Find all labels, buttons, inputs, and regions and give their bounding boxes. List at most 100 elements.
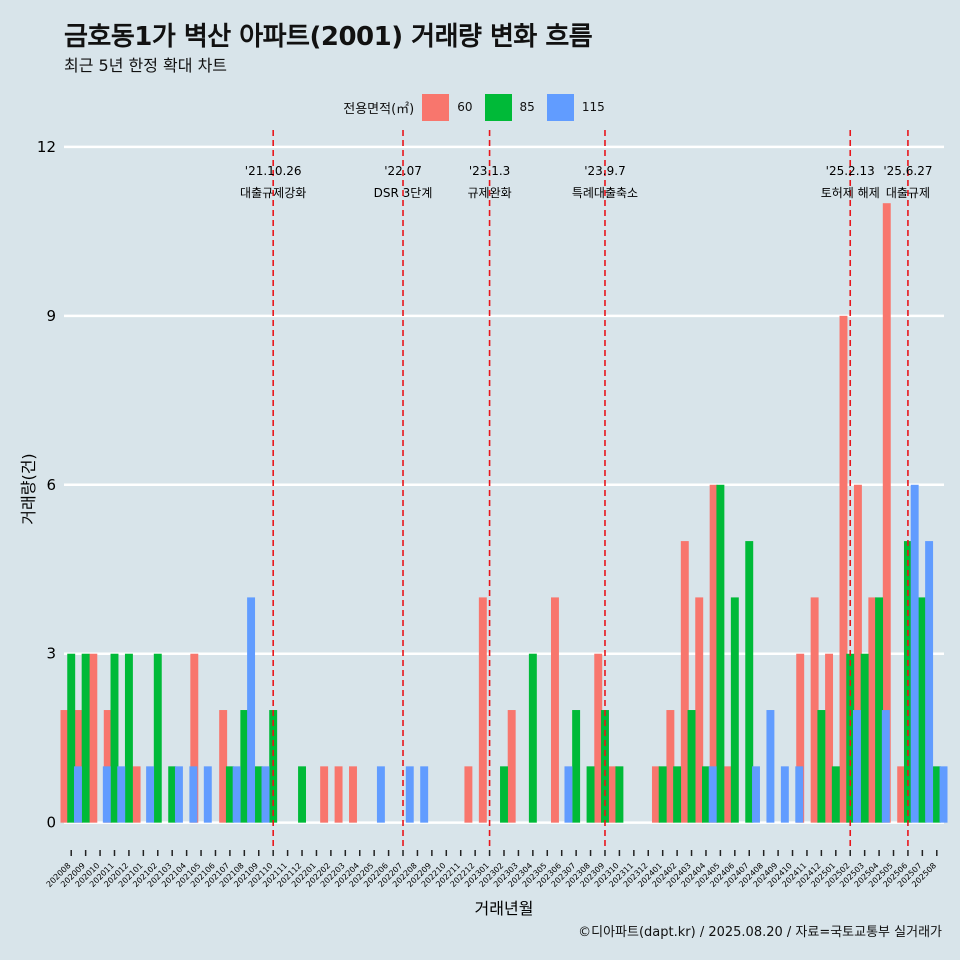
bar-85-202406 <box>730 597 739 823</box>
bar-85-202102 <box>153 653 162 823</box>
bar-85-202110 <box>269 710 278 823</box>
bar-115-202008 <box>73 766 82 823</box>
x-axis-title: 거래년월 <box>475 899 534 918</box>
bar-60-202502 <box>839 315 848 823</box>
bar-115-202404 <box>708 766 717 823</box>
bar-85-202405 <box>716 484 725 823</box>
bar-115-202208 <box>420 766 429 823</box>
legend-item-115: 115 <box>546 93 605 121</box>
bar-60-202105 <box>190 653 199 823</box>
legend-key-115 <box>546 93 574 121</box>
event-date-5: '25.6.27 <box>883 164 932 178</box>
bar-60-202411 <box>796 653 805 823</box>
bar-85-202308 <box>586 766 595 823</box>
bar-85-202112 <box>298 766 306 823</box>
bar-85-202008 <box>67 653 76 823</box>
event-label-1: DSR 3단계 <box>374 186 433 200</box>
bar-85-202012 <box>124 653 133 823</box>
chart-title: 금호동1가 벽산 아파트(2001) 거래량 변화 흐름 <box>64 22 593 52</box>
bar-85-202402 <box>673 766 682 823</box>
bar-115-202104 <box>189 766 198 823</box>
bar-85-202009 <box>81 653 90 823</box>
bar-60-202107 <box>219 710 228 823</box>
bar-60-202010 <box>89 653 98 823</box>
bar-60-202309 <box>594 653 603 823</box>
bar-60-202101 <box>132 766 141 823</box>
legend-item-60: 60 <box>422 93 473 121</box>
bar-60-202406 <box>724 766 733 823</box>
event-label-4: 토허제 해제 <box>821 186 880 200</box>
y-axis-title: 거래량(건) <box>19 453 38 524</box>
bar-115-202010 <box>102 766 111 823</box>
bar-60-202403 <box>680 541 689 823</box>
bar-85-202108 <box>240 710 249 823</box>
bar-115-202502 <box>853 710 861 823</box>
bar-60-202402 <box>666 710 675 823</box>
legend-key-85 <box>484 93 512 121</box>
bar-115-202407 <box>752 766 760 823</box>
bar-60-202203 <box>334 766 343 823</box>
legend-label-115: 115 <box>581 100 605 114</box>
source-caption: ©디아파트(dapt.kr) / 2025.08.20 / 자료=국토교통부 실… <box>578 925 942 940</box>
bar-85-202304 <box>528 653 537 823</box>
bar-60-202505 <box>882 203 891 823</box>
event-date-2: '23.1.3 <box>469 164 510 178</box>
bar-60-202212 <box>464 766 473 823</box>
chart-subtitle: 최근 5년 한정 확대 차트 <box>64 56 228 75</box>
bar-60-202405 <box>709 484 718 823</box>
event-date-3: '23.9.7 <box>584 164 625 178</box>
bar-115-202205 <box>376 766 385 823</box>
bar-60-202404 <box>695 597 704 823</box>
y-tick-label-9: 9 <box>46 307 56 325</box>
bar-115-202101 <box>146 766 155 823</box>
bar-85-202501 <box>831 766 840 823</box>
bar-60-202506 <box>897 766 906 823</box>
bar-115-202507 <box>925 541 934 823</box>
bar-60-202306 <box>550 597 559 823</box>
y-tick-label-6: 6 <box>46 476 56 494</box>
y-tick-label-0: 0 <box>46 814 56 832</box>
bar-85-202302 <box>500 766 508 823</box>
bar-115-202506 <box>910 484 919 823</box>
bar-60-202303 <box>507 710 516 823</box>
bar-85-202107 <box>225 766 234 823</box>
bar-85-202504 <box>875 597 884 823</box>
bar-85-202310 <box>615 766 624 823</box>
bar-115-202409 <box>780 766 789 823</box>
y-tick-label-3: 3 <box>46 645 56 663</box>
bar-115-202508 <box>939 766 948 823</box>
legend-item-85: 85 <box>484 93 535 121</box>
bar-60-202401 <box>651 766 660 823</box>
bar-85-202109 <box>254 766 263 823</box>
bar-85-202412 <box>817 710 826 823</box>
event-label-0: 대출규제강화 <box>240 186 306 200</box>
bar-85-202508 <box>932 766 941 823</box>
bar-85-202503 <box>860 653 869 823</box>
bar-85-202011 <box>110 653 119 823</box>
bar-85-202309 <box>601 710 609 823</box>
event-label-2: 규제완화 <box>467 186 511 200</box>
bar-60-202503 <box>853 484 862 823</box>
legend-title: 전용면적(㎡) <box>343 101 415 117</box>
bar-115-202408 <box>766 710 775 823</box>
legend: 전용면적(㎡) 60 85 115 <box>0 92 960 122</box>
bar-85-202403 <box>687 710 696 823</box>
bar-60-202204 <box>349 766 357 823</box>
legend-label-85: 85 <box>519 100 535 114</box>
bar-60-202008 <box>60 710 69 823</box>
bar-115-202410 <box>795 766 804 823</box>
bar-115-202108 <box>247 597 256 823</box>
bar-85-202404 <box>702 766 710 823</box>
bar-60-202504 <box>868 597 877 823</box>
bar-60-202310 <box>608 766 617 823</box>
bar-115-202306 <box>564 766 573 823</box>
y-tick-label-12: 12 <box>37 138 56 156</box>
bar-60-202412 <box>810 597 819 823</box>
bar-115-202107 <box>232 766 241 823</box>
bar-85-202307 <box>572 710 581 823</box>
bar-85-202407 <box>745 541 754 823</box>
bar-60-202202 <box>320 766 329 823</box>
bar-115-202207 <box>405 766 414 823</box>
bar-60-202301 <box>478 597 487 823</box>
